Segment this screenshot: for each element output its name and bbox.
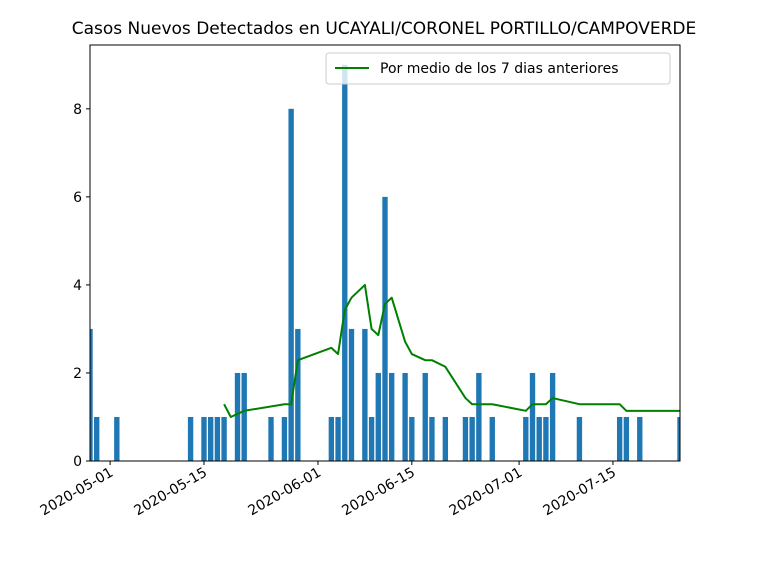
bar (114, 416, 120, 461)
bar (402, 372, 408, 461)
bar (576, 416, 583, 461)
bar (442, 416, 449, 461)
bar (90, 328, 93, 461)
x-axis: 2020-05-01 2020-05-15 2020-06-01 2020-06-15… (38, 461, 619, 519)
x-tick-label: 2020-05-01 (38, 465, 116, 520)
legend: Por medio de los 7 dias anteriores (325, 52, 671, 85)
bar (389, 372, 395, 461)
bar (409, 416, 415, 461)
bar (214, 416, 221, 461)
y-axis: 0 2 4 6 8 (73, 102, 90, 470)
bar (94, 416, 100, 461)
bar (536, 416, 542, 461)
bar (241, 372, 247, 461)
bar (529, 372, 536, 461)
moving-average-line (223, 283, 680, 418)
moving-average-group (223, 283, 680, 418)
bar (295, 328, 301, 461)
bar (288, 108, 294, 461)
bar (523, 416, 529, 461)
bar (368, 416, 375, 461)
bar (221, 416, 227, 461)
bar (677, 416, 680, 461)
x-tick-label: 2020-05-15 (132, 465, 210, 520)
plot-frame (89, 44, 681, 462)
bar (208, 416, 214, 461)
bar (281, 416, 288, 461)
x-tick-label: 2020-07-15 (540, 465, 618, 520)
y-tick-label: 4 (73, 278, 82, 294)
bars-group (90, 64, 680, 461)
y-tick-label: 0 (73, 454, 82, 470)
x-tick-label: 2020-06-01 (245, 465, 323, 520)
bar (348, 328, 355, 461)
bar (623, 416, 630, 461)
bar (616, 416, 623, 461)
bar (382, 196, 388, 461)
bar (234, 372, 241, 461)
bar (462, 416, 469, 461)
bar (422, 372, 428, 461)
bar (268, 416, 274, 461)
legend-box (325, 52, 671, 85)
bar (549, 372, 556, 461)
bar (187, 416, 194, 461)
bar (543, 416, 549, 461)
y-tick-label: 6 (73, 190, 82, 206)
x-tick-label: 2020-06-15 (339, 465, 417, 520)
bar (375, 372, 381, 461)
bar (429, 416, 435, 461)
bar (342, 64, 348, 461)
bar (637, 416, 643, 461)
x-tick-label: 2020-07-01 (447, 465, 525, 520)
bar (328, 416, 335, 461)
y-tick-label: 8 (73, 102, 82, 118)
bar (469, 416, 475, 461)
bar (476, 372, 482, 461)
y-tick-label: 2 (73, 366, 82, 382)
bar (489, 416, 495, 461)
chart-title: Casos Nuevos Detectados en UCAYALI/CORON… (72, 19, 697, 39)
bar (362, 328, 368, 461)
bar (201, 416, 207, 461)
legend-label: Por medio de los 7 dias anteriores (380, 61, 619, 77)
bar (335, 416, 341, 461)
